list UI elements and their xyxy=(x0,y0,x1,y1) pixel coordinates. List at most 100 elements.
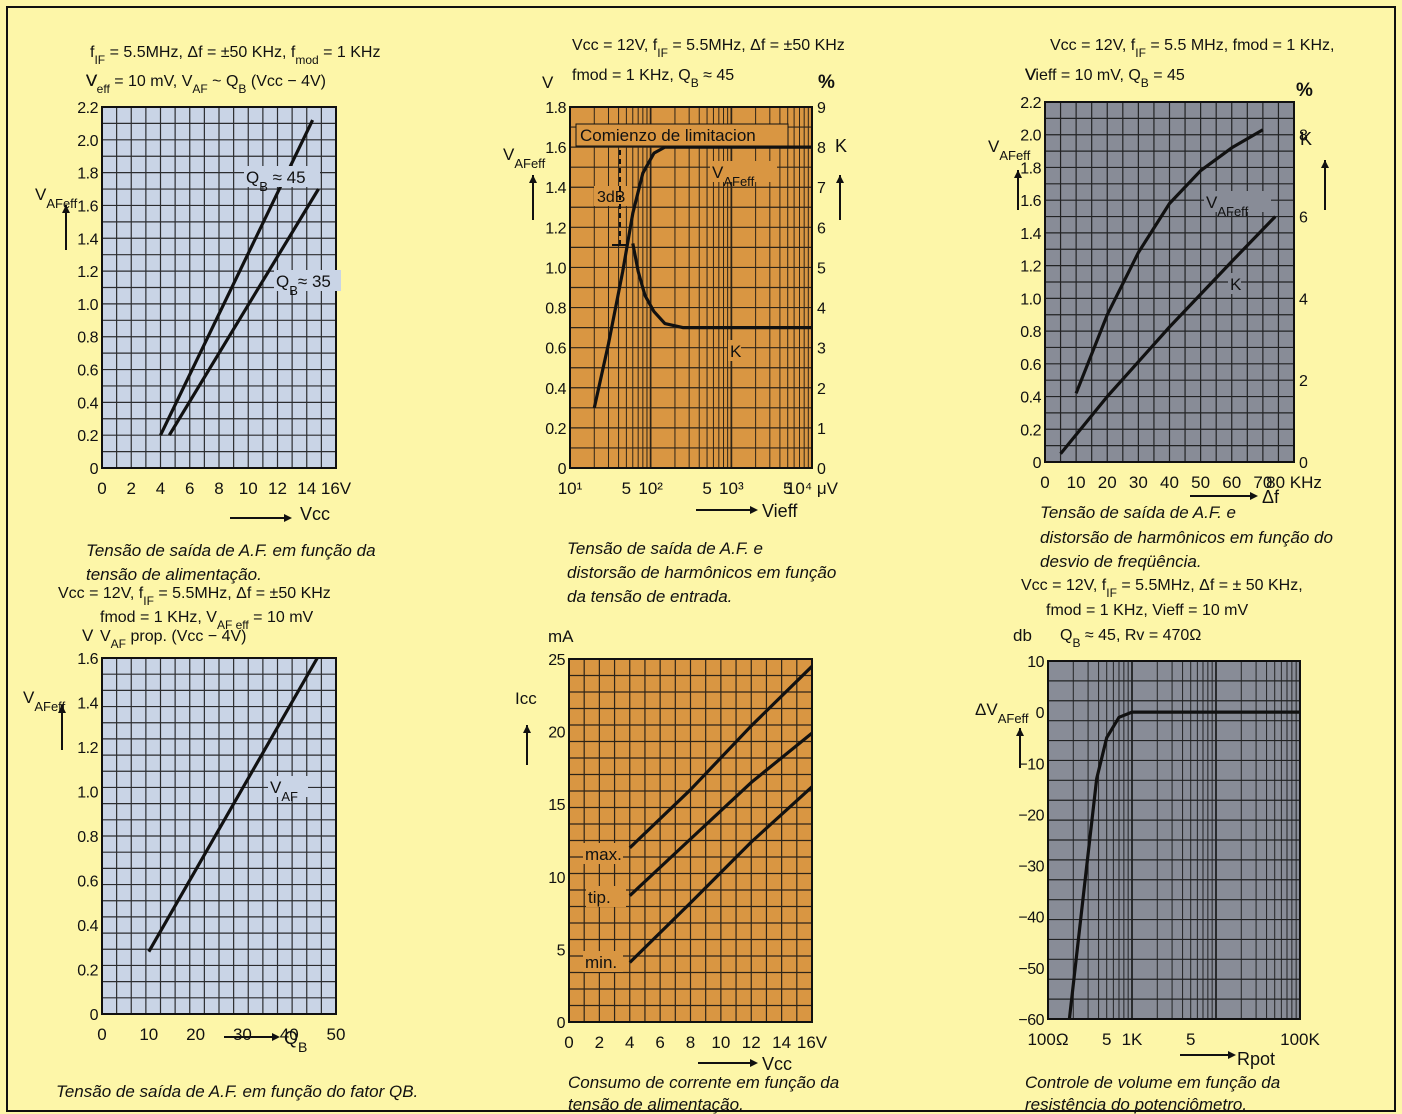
annotation-3db-bg xyxy=(594,186,632,206)
chart-header-line: fmod = 1 KHz, QB ≈ 45 xyxy=(572,67,734,90)
y2-tick-label: 3 xyxy=(817,341,826,358)
series-line-2 xyxy=(167,188,320,437)
grid xyxy=(1047,661,1301,1019)
series-line-2 xyxy=(631,243,812,330)
x-tick-label: 4 xyxy=(625,1033,634,1052)
annotation-box xyxy=(575,123,789,147)
annotation-limit-start: Comienzo de limitacion xyxy=(580,126,756,145)
chart-header-line: QB ≈ 45, Rv = 470Ω xyxy=(1060,627,1201,650)
y-axis-label: VAFeff xyxy=(503,145,546,171)
y-tick-label: 1.4 xyxy=(545,180,566,197)
y-tick-label: 0.6 xyxy=(1020,357,1041,374)
y-tick-label: 0.4 xyxy=(77,918,98,935)
chart-header-line: Vcc = 12V, fIF = 5.5MHz, Δf = ±50 KHz xyxy=(58,585,331,608)
y2-tick-label: 6 xyxy=(817,220,826,237)
y-tick-label: 1.0 xyxy=(545,260,566,277)
y-tick-label: 1.2 xyxy=(545,220,566,237)
x-axis-arrowhead xyxy=(284,514,292,522)
y-tick-label: 1.2 xyxy=(1020,259,1041,276)
x-tick-label: 6 xyxy=(655,1033,664,1052)
series-line-1 xyxy=(1074,128,1264,394)
y-tick-label: 0.2 xyxy=(77,428,98,445)
x-tick-label: 60 xyxy=(1222,473,1241,492)
y2-axis-arrowhead xyxy=(836,175,844,183)
series-label: tip. xyxy=(588,888,611,907)
series-label-bg xyxy=(1204,191,1271,212)
y-tick-label: 0.4 xyxy=(545,381,566,398)
x-tick-label: 0 xyxy=(564,1033,573,1052)
y2-axis-label: K xyxy=(835,136,847,156)
y2-axis-label: K xyxy=(1300,129,1312,149)
x-tick-label: 20 xyxy=(1098,473,1117,492)
y-unit: V xyxy=(1025,65,1037,84)
y-tick-label: 1.0 xyxy=(77,785,98,802)
chart-5: 0 2 4 6 8 10 12 14 16V 0 5 10 15 20 25 mA Icc VccConsumo … xyxy=(515,627,839,1114)
y-tick-label: 0 xyxy=(557,1015,566,1032)
y2-tick-label: 2 xyxy=(817,381,826,398)
x-tick-label: 40 xyxy=(1160,473,1179,492)
y-tick-label: 0.4 xyxy=(77,395,98,412)
series-label-bg xyxy=(583,843,623,864)
x-tick-label: 80 KHz xyxy=(1266,473,1322,492)
chart-header-line: VAF prop. (Vcc − 4V) xyxy=(100,628,247,651)
y2-tick-label: 0 xyxy=(817,461,826,478)
x-tick-label: 2 xyxy=(595,1033,604,1052)
y-tick-label: 1.6 xyxy=(77,198,98,215)
y-tick-label: 15 xyxy=(548,797,565,814)
y2-unit: % xyxy=(818,72,835,93)
series-label-bg xyxy=(268,776,308,797)
series-line-2 xyxy=(628,731,814,897)
y-tick-label: 0.6 xyxy=(77,363,98,380)
chart-caption-line: Consumo de corrente em função da xyxy=(568,1073,839,1092)
y-axis-arrowhead xyxy=(529,175,537,183)
y-tick-label: 0.8 xyxy=(77,330,98,347)
chart-caption-line: tensão de alimentação. xyxy=(568,1095,744,1114)
x-axis-label: Rpot xyxy=(1237,1049,1275,1069)
y-unit: db xyxy=(1013,626,1032,645)
y-axis-label: Icc xyxy=(515,689,537,708)
chart-caption-line: distorsão de harmônicos em função do xyxy=(1040,528,1333,547)
y-tick-label: 1.8 xyxy=(1020,160,1041,177)
x-tick-label: 12 xyxy=(268,479,287,498)
y2-axis-arrowhead xyxy=(1321,160,1329,168)
x-tick-label: 5 xyxy=(1102,1030,1111,1049)
y-tick-label: 0.6 xyxy=(77,874,98,891)
x-tick-label: 5 xyxy=(702,479,711,498)
y2-tick-label: 8 xyxy=(817,140,826,157)
y-tick-label: 0 xyxy=(1033,455,1042,472)
x-tick-label: 14 xyxy=(772,1033,791,1052)
y2-tick-label: 5 xyxy=(817,260,826,277)
x-tick-label: 10 xyxy=(1067,473,1086,492)
x-tick-label: 5 xyxy=(1186,1030,1195,1049)
x-axis-label: Δf xyxy=(1262,487,1280,507)
y-axis-label: VAFeff xyxy=(988,137,1031,163)
chart-caption-line: Tensão de saída de A.F. em função da xyxy=(86,541,376,560)
y-axis-label: ΔVAFeff xyxy=(975,700,1029,726)
y-tick-label: 0 xyxy=(90,461,99,478)
y-tick-label: 20 xyxy=(548,725,565,742)
series-label-bg xyxy=(583,951,623,972)
series-label-bg xyxy=(244,166,320,187)
y-tick-label: −30 xyxy=(1018,859,1044,876)
y-tick-label: 2.2 xyxy=(77,100,98,117)
series-line-1 xyxy=(628,665,814,849)
series-label-bg xyxy=(710,161,777,182)
y-tick-label: 10 xyxy=(548,870,565,887)
series-line-1 xyxy=(592,145,812,409)
y-axis-label: VAFeff xyxy=(23,688,66,714)
y-axis-arrowhead xyxy=(62,205,70,213)
chart-caption-line: Tensão de saída de A.F. e xyxy=(1040,503,1236,522)
x-axis-label: QB xyxy=(284,1028,307,1055)
series-line-1 xyxy=(147,657,319,953)
y2-tick-label: 9 xyxy=(817,100,826,117)
y2-tick-label: 4 xyxy=(1299,291,1308,308)
x-tick-label: 10⁴ μV xyxy=(786,479,839,498)
y-axis-label: VAFeff xyxy=(35,185,78,211)
y-tick-label: −10 xyxy=(1018,756,1044,773)
x-tick-label: 8 xyxy=(214,479,223,498)
x-tick-label: 5 xyxy=(783,479,792,498)
chart-caption-line: desvio de freqüência. xyxy=(1040,552,1202,571)
y-axis-arrowhead xyxy=(1014,170,1022,178)
series-label: max. xyxy=(585,845,622,864)
